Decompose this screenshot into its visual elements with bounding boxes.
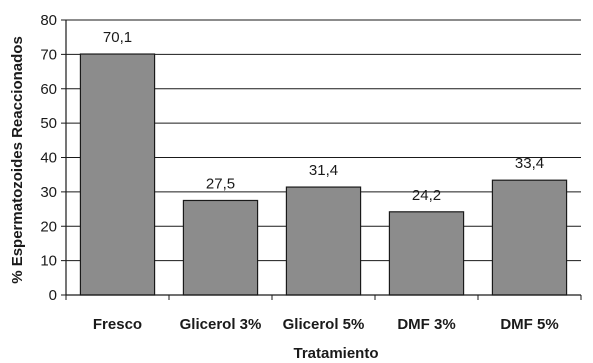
y-tick-label: 70: [40, 46, 57, 63]
data-labels: 70,1 27,5 31,4 24,2 33,4: [103, 29, 544, 204]
y-tick-label: 20: [40, 218, 57, 235]
y-tick-label: 30: [40, 184, 57, 201]
x-category-label: Glicerol 3%: [180, 316, 262, 333]
y-tick-label: 40: [40, 150, 57, 167]
data-label: 31,4: [309, 162, 338, 179]
x-category-label: DMF 5%: [500, 316, 558, 333]
bar: [182, 199, 259, 296]
data-label: 33,4: [515, 155, 544, 172]
data-label: 70,1: [103, 29, 132, 46]
y-tick-label: 80: [40, 12, 57, 29]
y-tick-label: 50: [40, 115, 57, 132]
y-tick-label: 10: [40, 253, 57, 270]
y-tick-label: 0: [49, 287, 57, 304]
data-label: 27,5: [206, 175, 235, 192]
x-category-label: Glicerol 5%: [283, 316, 365, 333]
y-tick-labels: 0 10 20 30 40 50 60 70 80: [40, 12, 57, 304]
y-axis-title: % Espermatozoides Reaccionados: [9, 36, 26, 284]
bar: [491, 179, 568, 296]
x-category-labels: Fresco Glicerol 3% Glicerol 5% DMF 3% DMF 5%: [93, 316, 559, 333]
x-axis-title: Tratamiento: [293, 345, 378, 362]
x-category-label: DMF 3%: [397, 316, 455, 333]
bar: [285, 186, 362, 296]
y-tick-label: 60: [40, 81, 57, 98]
bars: [79, 53, 568, 296]
axes: [65, 20, 582, 300]
data-label: 24,2: [412, 187, 441, 204]
bar: [79, 53, 156, 296]
x-category-label: Fresco: [93, 316, 142, 333]
bar: [388, 211, 465, 296]
